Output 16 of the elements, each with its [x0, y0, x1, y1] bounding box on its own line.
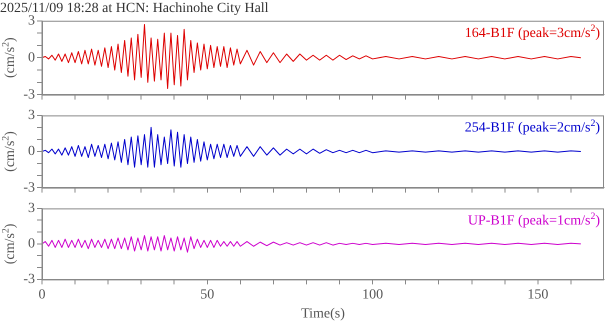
y-tick-label: -3 [23, 87, 35, 102]
y-axis-title: (cm/s2) [0, 130, 18, 172]
y-tick-label: 0 [28, 236, 35, 252]
y-axis-title: (cm/s2) [0, 37, 18, 78]
y-tick-label: 3 [28, 201, 35, 216]
y-tick-label: 0 [28, 50, 35, 66]
x-tick-label: 50 [200, 287, 214, 302]
x-axis-title: Time(s) [301, 306, 346, 322]
y-tick-label: 0 [28, 144, 35, 160]
x-tick-label: 150 [527, 287, 548, 302]
x-tick-label: 100 [362, 287, 384, 302]
y-tick-label: -3 [23, 180, 35, 196]
y-tick-label: -3 [23, 272, 35, 288]
y-axis-title: (cm/s2) [0, 223, 18, 264]
y-tick-label: 3 [28, 108, 35, 124]
x-tick-label: 0 [38, 287, 46, 302]
